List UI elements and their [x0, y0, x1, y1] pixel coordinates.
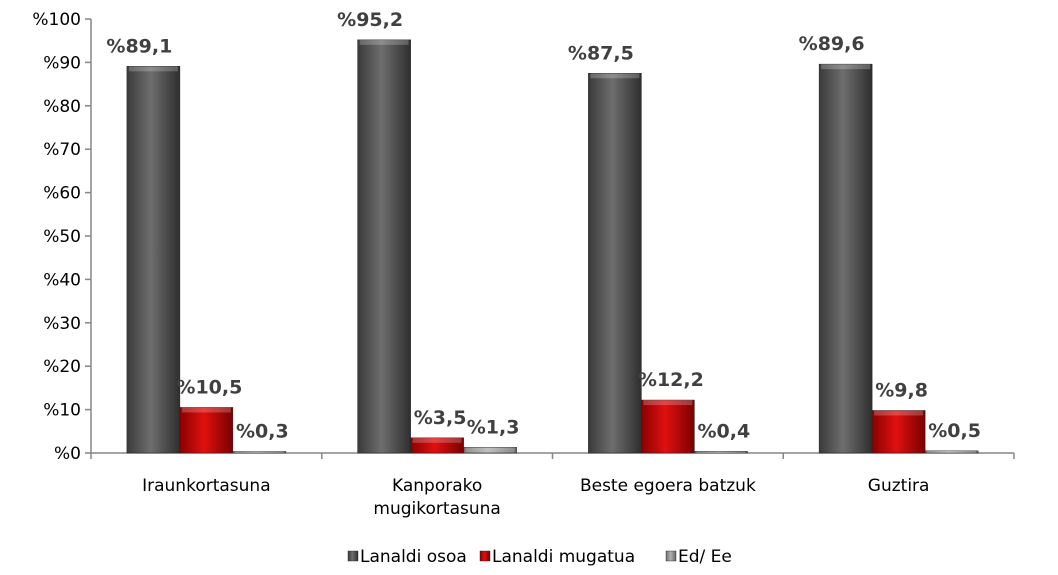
bar-cap [128, 66, 178, 72]
bar-1-2 [357, 39, 411, 454]
bar-cap [590, 73, 640, 79]
y-tick-label: %90 [43, 53, 81, 73]
bar-cap [234, 451, 284, 453]
data-label: %89,1 [106, 35, 172, 57]
bar-cap [821, 64, 871, 70]
data-labels: %89,1%95,2%87,5 %89,6%10,5%3,5%12,2 %9,8%0… [106, 9, 981, 443]
x-category-label: Kanporako mugikortasuna [373, 476, 500, 519]
y-tick-label: %70 [43, 140, 81, 160]
y-tick-label: %40 [43, 270, 81, 290]
y-tick-label: %10 [43, 401, 81, 421]
y-tick-label: %20 [43, 357, 81, 377]
data-label: %0,5 [928, 420, 981, 442]
legend-label: Lanaldi mugatua [492, 547, 635, 567]
x-category-label: Iraunkortasuna [142, 476, 271, 496]
bar-3-1 [232, 451, 287, 454]
bar-cap [696, 451, 746, 453]
bar-cap [927, 450, 977, 453]
bar-2-1 [179, 407, 234, 454]
data-label: %87,5 [568, 42, 634, 64]
data-label: %0,4 [698, 420, 751, 442]
legend-swatch [479, 550, 491, 562]
y-tick-label: %80 [43, 97, 81, 117]
legend-label: Lanaldi osoa [360, 547, 467, 567]
bar-2-2 [410, 437, 464, 454]
bar-1-1 [126, 66, 181, 454]
bar-3-4 [924, 450, 979, 454]
x-category-label: Beste egoera batzuk [580, 476, 756, 496]
data-label: %89,6 [799, 33, 865, 55]
legend-swatch [665, 550, 677, 562]
data-label: %0,3 [236, 421, 289, 443]
legend: Lanaldi osoa Lanaldi mugatua Ed/ Ee [347, 547, 732, 567]
data-label: %1,3 [467, 416, 520, 438]
bars [126, 39, 979, 454]
bar-cap [643, 400, 693, 406]
data-label: %10,5 [176, 376, 242, 398]
y-tick-label: %30 [43, 314, 81, 334]
bar-cap [412, 437, 462, 443]
bar-cap [181, 407, 231, 413]
y-tick-label: %0 [54, 444, 81, 464]
x-category-label: Guztira [868, 476, 930, 496]
bar-cap [874, 410, 924, 416]
y-tick-label: %60 [43, 184, 81, 204]
bar-3-2 [463, 447, 517, 454]
y-tick-label: %50 [43, 227, 81, 247]
legend-label: Ed/ Ee [678, 547, 732, 567]
bar-cap [465, 447, 515, 453]
bar-1-4 [818, 63, 873, 454]
bar-3-3 [694, 451, 748, 454]
data-label: %3,5 [414, 407, 467, 429]
data-label: %95,2 [337, 9, 403, 31]
bar-1-3 [588, 73, 642, 454]
bar-2-4 [871, 410, 926, 454]
data-label: %12,2 [638, 369, 704, 391]
bar-2-3 [641, 399, 695, 454]
data-label: %9,8 [875, 379, 928, 401]
y-tick-label: %100 [32, 10, 81, 30]
legend-swatch [347, 550, 359, 562]
bar-cap [359, 39, 409, 45]
